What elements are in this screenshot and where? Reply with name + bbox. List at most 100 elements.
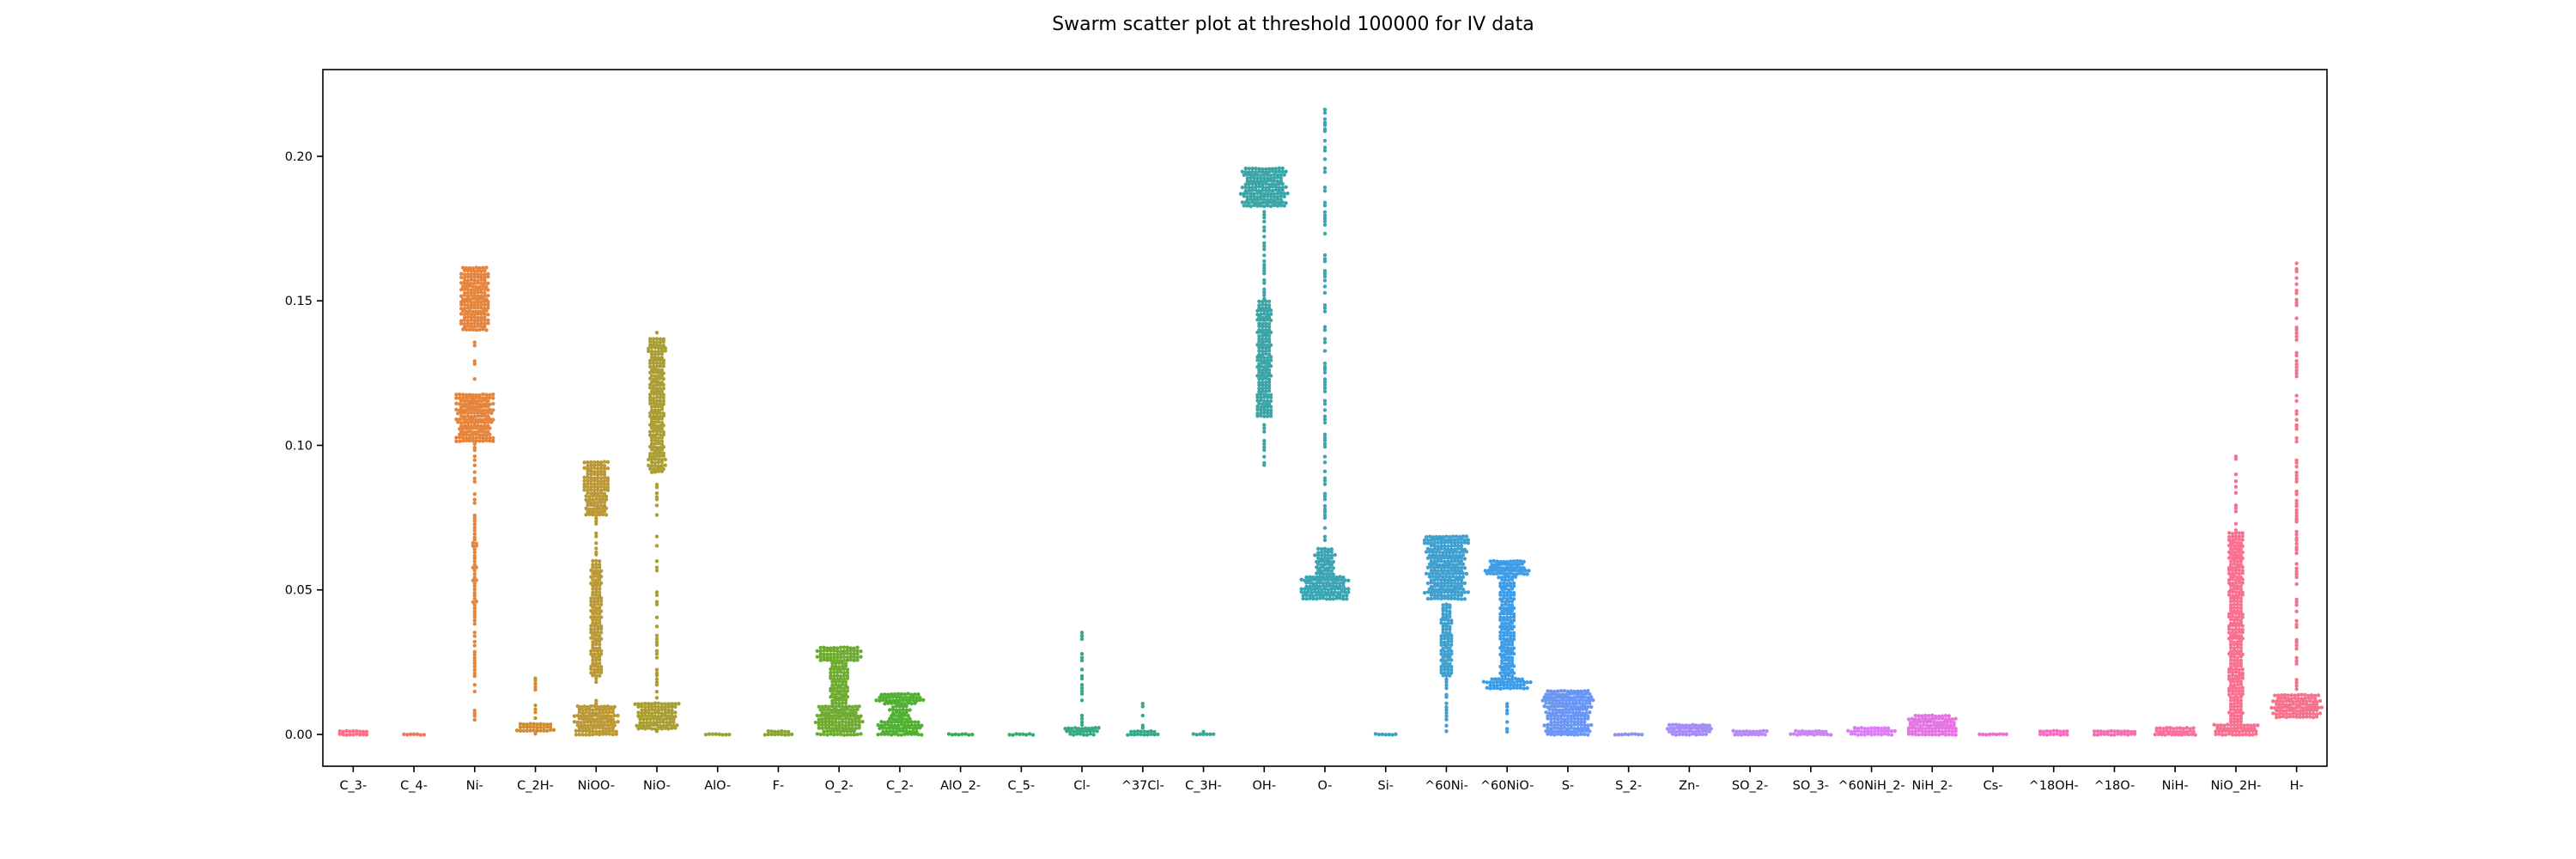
swarm-point xyxy=(462,321,467,326)
swarm-point xyxy=(2233,479,2239,484)
swarm-point xyxy=(1434,534,1439,539)
swarm-point xyxy=(483,306,487,311)
swarm-point xyxy=(654,452,659,456)
swarm-point xyxy=(1498,559,1503,564)
swarm-point xyxy=(2294,678,2299,682)
swarm-point xyxy=(1267,306,1272,311)
swarm-point xyxy=(1429,559,1434,564)
swarm-point xyxy=(1558,720,1564,724)
swarm-point xyxy=(2235,553,2240,557)
swarm-point xyxy=(594,621,598,625)
swarm-point xyxy=(596,615,600,619)
swarm-point xyxy=(909,723,914,728)
swarm-point xyxy=(2296,697,2300,701)
swarm-point xyxy=(1493,563,1498,567)
swarm-point xyxy=(469,321,474,326)
swarm-point xyxy=(589,575,593,579)
swarm-point xyxy=(659,702,665,706)
swarm-point xyxy=(659,356,665,360)
swarm-point xyxy=(2233,521,2239,526)
swarm-point xyxy=(2235,704,2240,709)
swarm-point xyxy=(2232,658,2237,663)
swarm-point xyxy=(897,698,902,703)
swarm-point xyxy=(2240,733,2245,737)
swarm-point xyxy=(612,704,617,710)
swarm-point xyxy=(1740,733,1744,737)
swarm-point xyxy=(533,716,538,721)
swarm-series xyxy=(1063,631,1101,737)
swarm-point xyxy=(1439,634,1443,638)
swarm-point xyxy=(483,321,487,326)
y-axis: 0.000.050.100.150.20 xyxy=(285,150,323,742)
swarm-point xyxy=(2256,723,2260,728)
swarm-point xyxy=(1516,562,1522,567)
swarm-point xyxy=(1948,723,1953,728)
swarm-point xyxy=(1315,551,1321,555)
swarm-point xyxy=(2055,728,2059,733)
swarm-point xyxy=(465,272,471,277)
swarm-point xyxy=(908,729,912,734)
swarm-point xyxy=(1315,593,1319,598)
swarm-point xyxy=(2232,683,2237,687)
swarm-point xyxy=(474,393,478,398)
swarm-point xyxy=(1859,729,1864,734)
swarm-point xyxy=(837,723,841,728)
swarm-point xyxy=(592,723,597,728)
swarm-point xyxy=(841,649,847,654)
swarm-point xyxy=(2044,733,2050,737)
swarm-point xyxy=(651,364,656,369)
swarm-point xyxy=(484,393,489,397)
swarm-point xyxy=(465,399,471,403)
swarm-point xyxy=(2235,621,2240,626)
swarm-point xyxy=(1462,566,1467,570)
swarm-point xyxy=(916,692,920,697)
swarm-point xyxy=(2225,726,2230,731)
swarm-point xyxy=(815,713,819,718)
swarm-point xyxy=(653,704,658,709)
swarm-point xyxy=(914,698,919,704)
swarm-point xyxy=(1280,169,1285,174)
swarm-point xyxy=(1461,575,1466,579)
swarm-point xyxy=(2240,692,2245,697)
swarm-point xyxy=(1255,393,1260,397)
swarm-point xyxy=(1462,538,1467,542)
swarm-point xyxy=(1142,733,1147,737)
swarm-point xyxy=(832,645,836,650)
swarm-point xyxy=(2281,703,2286,707)
swarm-point xyxy=(1282,194,1286,199)
swarm-point xyxy=(647,708,651,712)
swarm-point xyxy=(1500,603,1504,607)
swarm-point xyxy=(604,727,609,731)
swarm-point xyxy=(2294,338,2299,342)
swarm-point xyxy=(465,430,471,434)
swarm-point xyxy=(2239,698,2244,703)
swarm-point xyxy=(2235,633,2240,638)
swarm-point xyxy=(1270,182,1275,186)
swarm-point xyxy=(832,670,836,674)
swarm-point xyxy=(658,362,663,366)
swarm-point xyxy=(1459,581,1464,586)
swarm-point xyxy=(1341,597,1346,601)
swarm-point xyxy=(1079,634,1084,638)
swarm-point xyxy=(469,281,474,286)
swarm-point xyxy=(899,702,904,706)
swarm-point xyxy=(2221,733,2225,737)
swarm-point xyxy=(1262,430,1267,434)
swarm-point xyxy=(594,698,598,703)
swarm-point xyxy=(518,728,523,734)
swarm-point xyxy=(598,559,602,564)
swarm-point xyxy=(1684,729,1688,734)
swarm-point xyxy=(1194,733,1199,737)
swarm-point xyxy=(469,288,474,292)
swarm-point xyxy=(1436,557,1440,561)
swarm-point xyxy=(1262,356,1267,360)
swarm-point xyxy=(598,472,604,477)
swarm-point xyxy=(459,413,464,418)
swarm-point xyxy=(832,677,836,681)
swarm-point xyxy=(592,600,597,604)
x-tick-label: Zn- xyxy=(1679,779,1699,793)
swarm-point xyxy=(1581,698,1585,703)
swarm-point xyxy=(1268,405,1273,409)
swarm-point xyxy=(840,710,845,716)
swarm-point xyxy=(1581,702,1585,706)
